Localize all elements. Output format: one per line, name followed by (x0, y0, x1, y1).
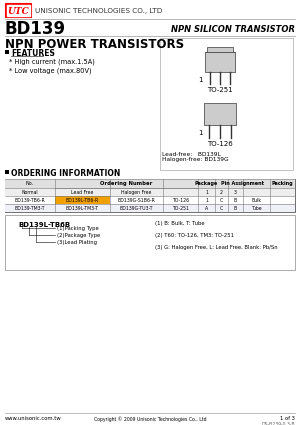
Text: (3)Lead Plating: (3)Lead Plating (57, 240, 97, 244)
Text: Copyright © 2009 Unisonic Technologies Co., Ltd: Copyright © 2009 Unisonic Technologies C… (94, 416, 206, 422)
Bar (55, 196, 110, 204)
Bar (207, 47, 233, 52)
Text: * High current (max.1.5A): * High current (max.1.5A) (9, 59, 95, 65)
Text: C: C (220, 206, 223, 210)
Text: TO-251: TO-251 (207, 87, 233, 93)
Text: (2) T60: TO-126, TM3: TO-251: (2) T60: TO-126, TM3: TO-251 (155, 232, 234, 238)
Text: 1 of 3: 1 of 3 (280, 416, 295, 420)
Text: DS-B239-0.3-B: DS-B239-0.3-B (261, 422, 295, 425)
Bar (5, 188, 295, 196)
Text: BD139L-TB6B: BD139L-TB6B (18, 222, 70, 228)
Text: BD139G-S1B6-R: BD139G-S1B6-R (118, 198, 155, 202)
Text: C: C (220, 198, 223, 202)
Text: No.: No. (26, 181, 34, 186)
Text: (1)Packing Type: (1)Packing Type (57, 226, 99, 230)
Text: 1: 1 (205, 198, 208, 202)
Bar (5, 179, 295, 188)
Text: Bulk: Bulk (251, 198, 262, 202)
Text: BD139-TM3-T: BD139-TM3-T (15, 206, 45, 210)
Text: Normal: Normal (22, 190, 38, 195)
Text: TO-251: TO-251 (172, 206, 189, 210)
Text: B: B (234, 198, 237, 202)
Text: 2: 2 (220, 190, 223, 195)
Text: 1: 1 (199, 77, 203, 83)
Text: Tube: Tube (251, 206, 262, 210)
Text: NPN SILICON TRANSISTOR: NPN SILICON TRANSISTOR (171, 25, 295, 34)
Text: 3: 3 (234, 190, 237, 195)
Text: BD139-TB6-R: BD139-TB6-R (15, 198, 45, 202)
Text: A: A (205, 206, 208, 210)
Text: ORDERING INFORMATION: ORDERING INFORMATION (11, 168, 120, 178)
Bar (5, 204, 295, 212)
Text: Pin Assignment: Pin Assignment (221, 181, 264, 186)
Bar (5, 170, 9, 174)
Bar (204, 103, 236, 125)
Text: TO-126: TO-126 (172, 198, 189, 202)
Text: 1: 1 (205, 190, 208, 195)
Text: NPN POWER TRANSISTORS: NPN POWER TRANSISTORS (5, 37, 184, 51)
Text: www.unisonic.com.tw: www.unisonic.com.tw (5, 416, 62, 422)
Text: Halogen Free: Halogen Free (121, 190, 152, 195)
Text: Ordering Number: Ordering Number (100, 181, 153, 186)
Text: UTC: UTC (7, 6, 29, 15)
Text: (3) G: Halogen Free, L: Lead Free, Blank: Pb/Sn: (3) G: Halogen Free, L: Lead Free, Blank… (155, 244, 278, 249)
Text: Lead-free:   BD139L: Lead-free: BD139L (162, 151, 221, 156)
Bar (160, 38, 293, 170)
Bar (5, 3, 31, 17)
Text: FEATURES: FEATURES (11, 48, 55, 57)
Bar (5, 196, 295, 204)
Text: BD139G-TU3-T: BD139G-TU3-T (120, 206, 153, 210)
Text: Lead Free: Lead Free (71, 190, 94, 195)
Text: BD139: BD139 (5, 20, 66, 38)
Text: B: B (234, 206, 237, 210)
Text: Package: Package (195, 181, 218, 186)
Text: (2)Package Type: (2)Package Type (57, 232, 100, 238)
Bar (5, 179, 295, 212)
Text: TO-126: TO-126 (207, 141, 233, 147)
Text: * Low voltage (max.80V): * Low voltage (max.80V) (9, 68, 92, 74)
Bar (205, 52, 235, 72)
Bar (5, 50, 9, 54)
Bar (5, 215, 295, 270)
Text: (1) B: Bulk, T: Tube: (1) B: Bulk, T: Tube (155, 221, 205, 226)
Text: Packing: Packing (272, 181, 293, 186)
Text: UNISONIC TECHNOLOGIES CO., LTD: UNISONIC TECHNOLOGIES CO., LTD (35, 8, 162, 14)
Text: 1: 1 (199, 130, 203, 136)
Bar (7, 5, 29, 15)
Text: BD139L-TM3-T: BD139L-TM3-T (66, 206, 99, 210)
Text: Halogen-free: BD139G: Halogen-free: BD139G (162, 158, 229, 162)
Text: BD139L-TB6-R: BD139L-TB6-R (66, 198, 99, 202)
